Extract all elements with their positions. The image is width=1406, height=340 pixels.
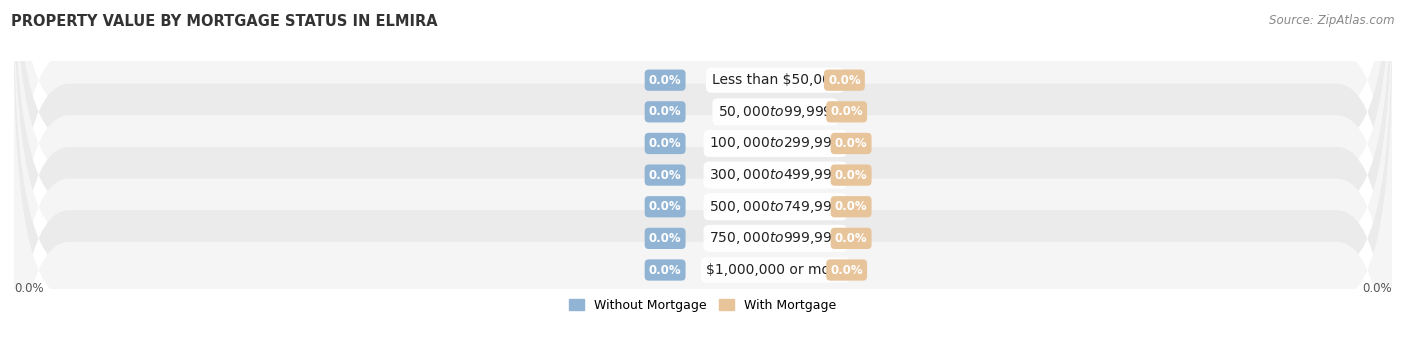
Text: 0.0%: 0.0% <box>831 264 863 276</box>
Text: 0.0%: 0.0% <box>835 137 868 150</box>
Text: 0.0%: 0.0% <box>835 200 868 213</box>
Text: 0.0%: 0.0% <box>648 264 682 276</box>
Text: $750,000 to $999,999: $750,000 to $999,999 <box>709 231 842 246</box>
Text: 0.0%: 0.0% <box>648 232 682 245</box>
Text: $100,000 to $299,999: $100,000 to $299,999 <box>709 135 841 151</box>
FancyBboxPatch shape <box>14 0 1392 337</box>
Text: 0.0%: 0.0% <box>835 232 868 245</box>
Text: 0.0%: 0.0% <box>648 74 682 87</box>
Text: $1,000,000 or more: $1,000,000 or more <box>706 263 845 277</box>
FancyBboxPatch shape <box>14 13 1392 340</box>
Text: 0.0%: 0.0% <box>835 169 868 182</box>
Text: 0.0%: 0.0% <box>648 200 682 213</box>
FancyBboxPatch shape <box>14 45 1392 340</box>
Text: 0.0%: 0.0% <box>1362 282 1392 295</box>
FancyBboxPatch shape <box>14 0 1392 340</box>
Text: 0.0%: 0.0% <box>14 282 44 295</box>
Text: $50,000 to $99,999: $50,000 to $99,999 <box>718 104 832 120</box>
Text: Less than $50,000: Less than $50,000 <box>711 73 839 87</box>
Text: 0.0%: 0.0% <box>828 74 860 87</box>
Text: Source: ZipAtlas.com: Source: ZipAtlas.com <box>1270 14 1395 27</box>
Text: $300,000 to $499,999: $300,000 to $499,999 <box>709 167 842 183</box>
Text: $500,000 to $749,999: $500,000 to $749,999 <box>709 199 842 215</box>
Legend: Without Mortgage, With Mortgage: Without Mortgage, With Mortgage <box>564 294 842 317</box>
Text: 0.0%: 0.0% <box>648 169 682 182</box>
FancyBboxPatch shape <box>14 0 1392 340</box>
Text: 0.0%: 0.0% <box>648 137 682 150</box>
Text: 0.0%: 0.0% <box>831 105 863 118</box>
FancyBboxPatch shape <box>14 0 1392 305</box>
FancyBboxPatch shape <box>14 0 1392 340</box>
Text: 0.0%: 0.0% <box>648 105 682 118</box>
Text: PROPERTY VALUE BY MORTGAGE STATUS IN ELMIRA: PROPERTY VALUE BY MORTGAGE STATUS IN ELM… <box>11 14 437 29</box>
